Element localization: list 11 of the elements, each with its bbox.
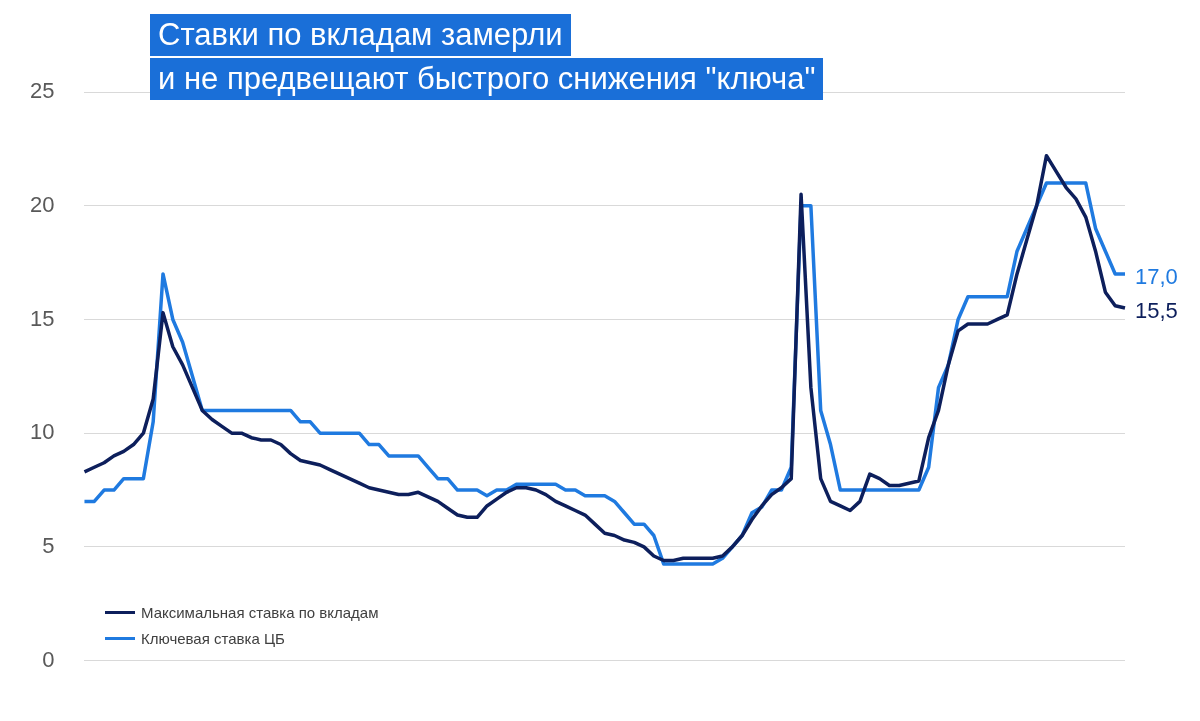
y-tick-label: 15 xyxy=(29,305,55,331)
y-tick-label: 0 xyxy=(42,646,55,672)
data-label: 15,5 xyxy=(1135,298,1178,324)
data-label: 17,0 xyxy=(1135,264,1178,290)
y-tick-label: 20 xyxy=(29,191,55,217)
y-tick-label: 25 xyxy=(29,78,55,104)
y-tick-label: 5 xyxy=(42,532,55,558)
legend-label: Максимальная ставка по вкладам xyxy=(141,603,379,621)
chart-title: Ставки по вкладам замерли и не предвещают быстрого снижения "ключа" xyxy=(157,16,817,98)
legend-label: Ключевая ставка ЦБ xyxy=(141,629,285,647)
y-tick-label: 10 xyxy=(29,419,55,445)
